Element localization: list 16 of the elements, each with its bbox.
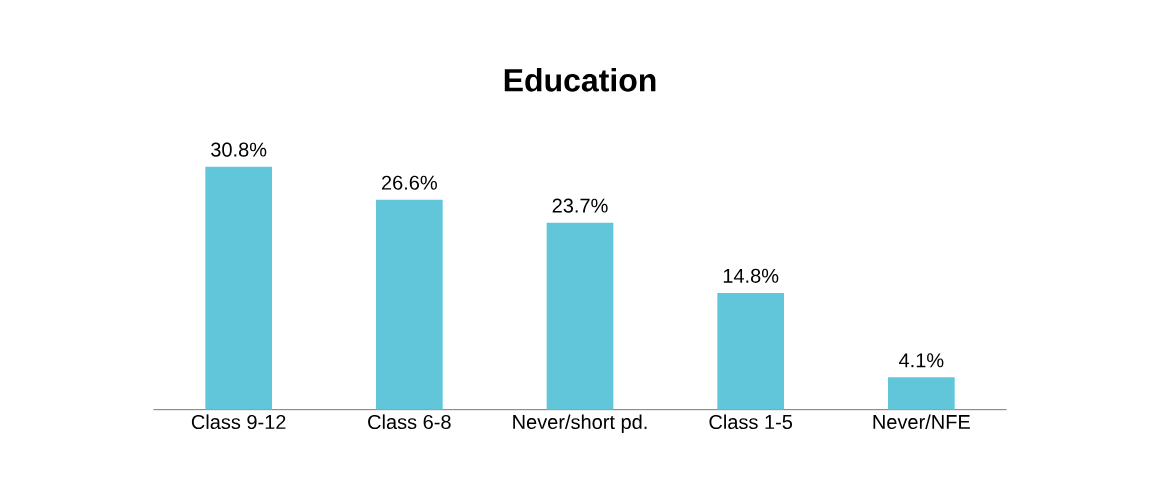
bar	[205, 166, 273, 410]
bar	[546, 222, 614, 410]
x-tick-label: Class 1-5	[709, 414, 793, 430]
x-tick-label: Class 6-8	[368, 414, 451, 430]
data-label: 26.6%	[381, 175, 437, 190]
data-label: 23.7%	[552, 198, 608, 213]
bar	[717, 292, 784, 410]
data-label: 14.8%	[723, 268, 779, 283]
data-label: 4.1%	[899, 353, 944, 368]
x-tick-label: Never/short pd.	[513, 414, 647, 434]
data-label: 30.8%	[211, 142, 267, 157]
bar	[376, 199, 443, 410]
chart-title: Education	[504, 68, 656, 92]
x-tick-label: Class 9-12	[191, 414, 286, 430]
bar	[888, 377, 955, 410]
x-tick-label: Never/NFE	[873, 414, 970, 430]
